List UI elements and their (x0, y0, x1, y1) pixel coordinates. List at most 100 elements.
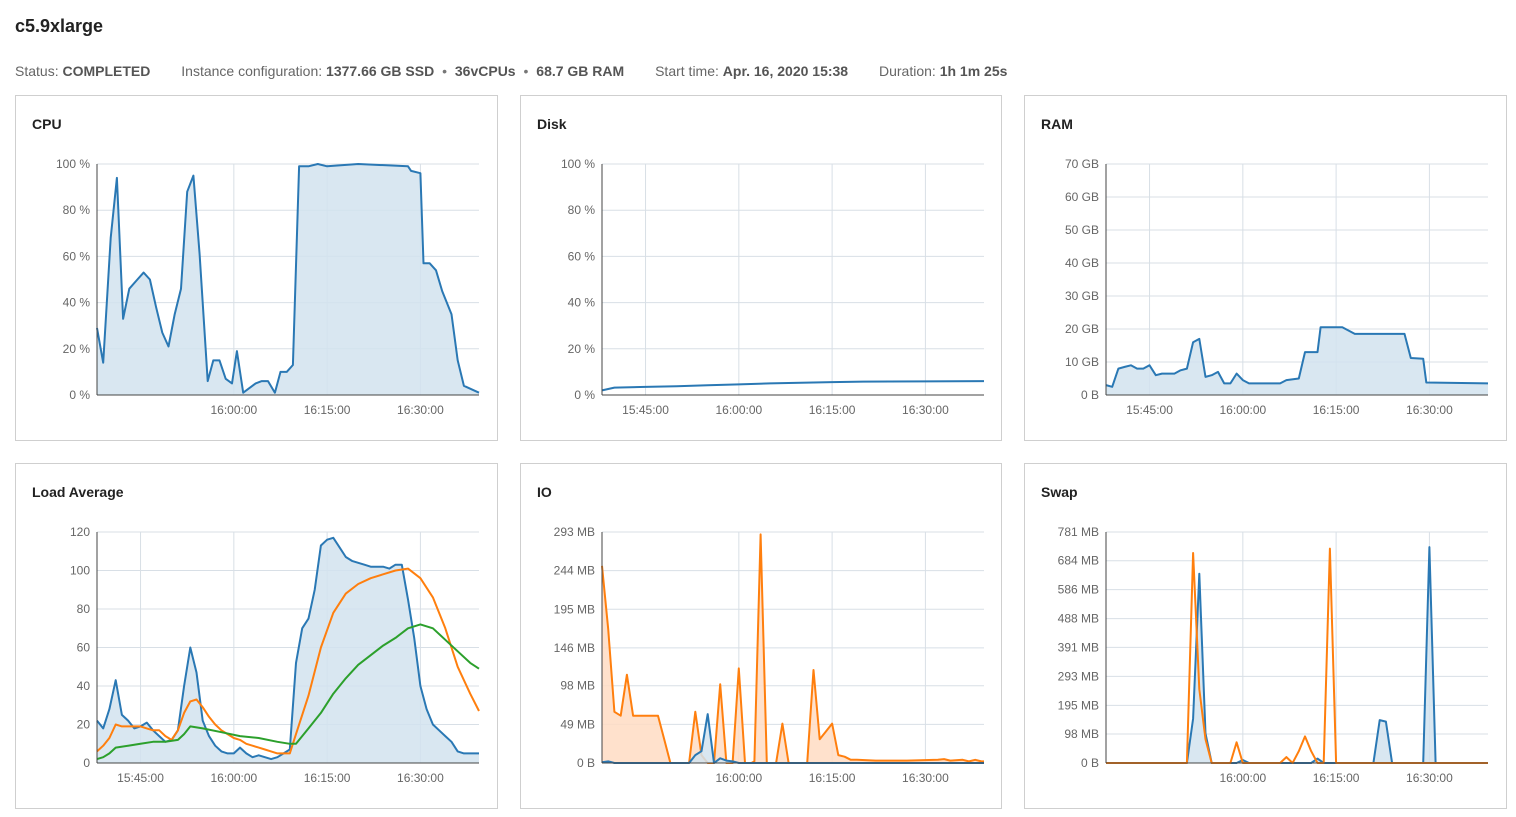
x-tick-label: 16:30:00 (397, 771, 444, 785)
ram-title: RAM (1041, 116, 1073, 132)
start-time-value: Apr. 16, 2020 15:38 (722, 63, 849, 79)
io-title: IO (537, 484, 552, 500)
y-tick-label: 40 % (63, 296, 91, 310)
y-tick-label: 20 GB (1065, 322, 1099, 336)
y-tick-label: 80 (77, 602, 91, 616)
status-value: COMPLETED (62, 63, 151, 79)
y-tick-label: 40 % (568, 296, 596, 310)
x-tick-label: 16:00:00 (715, 403, 762, 417)
series-line-orange (601, 533, 984, 764)
y-tick-label: 781 MB (1058, 525, 1099, 539)
x-tick-label: 16:30:00 (397, 403, 444, 417)
y-tick-label: 146 MB (554, 641, 595, 655)
x-tick-label: 16:30:00 (902, 403, 949, 417)
swap-panel: Swap 0 B 98 MB 195 MB 293 MB 391 MB 488 MB 586… (1024, 463, 1507, 809)
ram-chart[interactable]: 0 B 10 GB 20 GB 30 GB 40 GB 50 GB 60 GB 70 GB 15… (1025, 96, 1508, 442)
y-tick-label: 293 MB (1058, 669, 1099, 683)
y-tick-label: 60 (77, 641, 91, 655)
y-tick-label: 0 % (574, 388, 595, 402)
x-tick-label: 15:45:00 (117, 771, 164, 785)
x-tick-label: 16:00:00 (1219, 771, 1266, 785)
y-tick-label: 20 (77, 718, 91, 732)
duration-label: Duration: (878, 63, 936, 79)
x-tick-label: 16:15:00 (1313, 403, 1360, 417)
instance-config-storage: 1377.66 GB SSD (326, 63, 435, 79)
series-line-blue (96, 163, 480, 394)
y-tick-label: 100 % (56, 157, 90, 171)
disk-panel: Disk 0 % 20 % 40 % 60 % 80 % 100 % 15:45:00 16:… (520, 95, 1002, 441)
y-tick-label: 40 (77, 679, 91, 693)
y-tick-label: 120 (70, 525, 90, 539)
page-title: c5.9xlarge (15, 16, 104, 36)
x-tick-label: 16:30:00 (1406, 771, 1453, 785)
series-line-blue (1105, 326, 1489, 388)
load-average-chart[interactable]: 0 20 40 60 80 100 120 15:45:00 16:00:00 16:15:00 1… (16, 464, 499, 810)
y-tick-label: 684 MB (1058, 554, 1099, 568)
y-tick-label: 195 MB (1058, 698, 1099, 712)
y-tick-label: 0 B (1081, 388, 1099, 402)
series-line-blue (601, 380, 985, 392)
instance-config-ram: 68.7 GB RAM (536, 63, 625, 79)
load-average-title: Load Average (32, 484, 124, 500)
y-tick-label: 60 % (63, 249, 91, 263)
x-tick-label: 16:15:00 (809, 403, 856, 417)
x-tick-label: 16:00:00 (210, 403, 257, 417)
y-tick-label: 391 MB (1058, 640, 1099, 654)
y-tick-label: 20 % (63, 342, 91, 356)
instance-config-label: Instance configuration: (181, 63, 323, 79)
x-tick-label: 16:15:00 (304, 403, 351, 417)
instance-config-group: Instance configuration: 1377.66 GB SSD •… (181, 63, 624, 79)
disk-chart[interactable]: 0 % 20 % 40 % 60 % 80 % 100 % 15:45:00 16:00:00… (521, 96, 1003, 442)
io-chart[interactable]: 0 B 49 MB 98 MB 146 MB 195 MB 244 MB 293 MB 16:… (521, 464, 1003, 810)
start-time-label: Start time: (655, 63, 719, 79)
io-panel: IO 0 B 49 MB 98 MB 146 MB 195 MB 244 MB 293 MB… (520, 463, 1002, 809)
y-tick-label: 98 MB (1064, 727, 1099, 741)
x-tick-label: 16:00:00 (1219, 403, 1266, 417)
y-tick-label: 80 % (63, 203, 91, 217)
y-tick-label: 40 GB (1065, 256, 1099, 270)
x-tick-label: 16:15:00 (809, 771, 856, 785)
series-line-blue (96, 536, 479, 761)
series-area-blue (1106, 327, 1488, 395)
instance-config-cpus: 36vCPUs (454, 63, 516, 79)
start-time-group: Start time: Apr. 16, 2020 15:38 (655, 63, 848, 79)
y-tick-label: 586 MB (1058, 583, 1099, 597)
y-tick-label: 0 (83, 756, 90, 770)
x-tick-label: 16:00:00 (210, 771, 257, 785)
disk-title: Disk (537, 116, 567, 132)
y-tick-label: 244 MB (554, 564, 595, 578)
y-tick-label: 0 % (69, 388, 90, 402)
swap-chart[interactable]: 0 B 98 MB 195 MB 293 MB 391 MB 488 MB 586 MB 68… (1025, 464, 1508, 810)
y-tick-label: 488 MB (1058, 612, 1099, 626)
cpu-chart[interactable]: 0 % 20 % 40 % 60 % 80 % 100 % 16:00:00 16:15:00… (16, 96, 499, 442)
status-bar: Status: COMPLETED Instance configuration… (15, 63, 1034, 79)
y-tick-label: 60 % (568, 249, 596, 263)
y-tick-label: 50 GB (1065, 223, 1099, 237)
y-tick-label: 30 GB (1065, 289, 1099, 303)
ram-panel: RAM 0 B 10 GB 20 GB 30 GB 40 GB 50 GB 60 GB 70 … (1024, 95, 1507, 441)
x-tick-label: 16:15:00 (304, 771, 351, 785)
series-line-orange (96, 567, 480, 755)
status-group: Status: COMPLETED (15, 63, 150, 79)
y-tick-label: 0 B (577, 756, 595, 770)
y-tick-label: 100 (70, 564, 90, 578)
y-tick-label: 98 MB (560, 679, 595, 693)
y-tick-label: 100 % (561, 157, 595, 171)
x-tick-label: 15:45:00 (1126, 403, 1173, 417)
y-tick-label: 49 MB (560, 717, 595, 731)
x-tick-label: 16:30:00 (902, 771, 949, 785)
series-area-blue (97, 164, 479, 395)
y-tick-label: 10 GB (1065, 355, 1099, 369)
series-area-orange (602, 534, 984, 763)
y-tick-label: 70 GB (1065, 157, 1099, 171)
x-tick-label: 16:00:00 (715, 771, 762, 785)
x-tick-label: 15:45:00 (622, 403, 669, 417)
cpu-panel: CPU 0 % 20 % 40 % 60 % 80 % 100 % 16:00:00 16:1… (15, 95, 498, 441)
y-tick-label: 293 MB (554, 525, 595, 539)
duration-value: 1h 1m 25s (939, 63, 1008, 79)
swap-title: Swap (1041, 484, 1078, 500)
x-tick-label: 16:30:00 (1406, 403, 1453, 417)
separator-dot: • (442, 63, 447, 79)
duration-group: Duration: 1h 1m 25s (879, 63, 1007, 79)
y-tick-label: 195 MB (554, 602, 595, 616)
